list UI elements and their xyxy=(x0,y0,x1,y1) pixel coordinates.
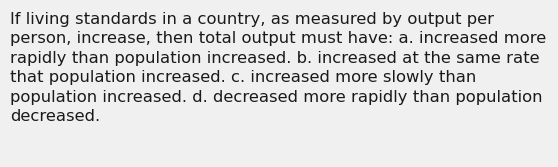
Text: If living standards in a country, as measured by output per
person, increase, th: If living standards in a country, as mea… xyxy=(10,12,546,124)
